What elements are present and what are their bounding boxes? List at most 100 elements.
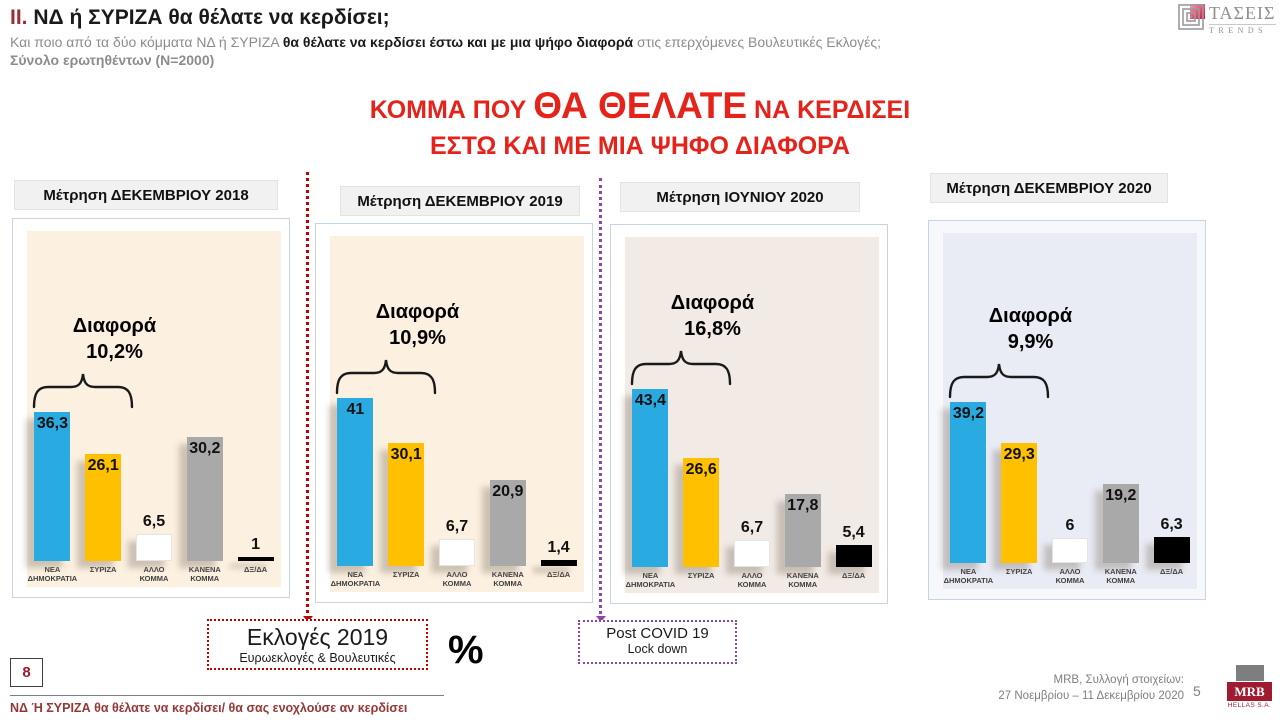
bar-value-label: 6,3: [1160, 516, 1183, 534]
bar-zone: 1: [230, 376, 281, 561]
bar: [489, 480, 526, 566]
footer-note: ΝΔ Ή ΣΥΡΙΖΑ θα θέλατε να κερδίσει/ θα σα…: [10, 701, 408, 715]
main-title-emphasis: ΘΑ ΘΕΛΑΤΕ: [533, 85, 748, 126]
bar-column: 36,3 ΝΕΑ ΔΗΜΟΚΡΑΤΙΑ: [27, 376, 78, 587]
bar-value-label: 17,8: [787, 497, 819, 515]
bar-value-label: 6: [1065, 517, 1075, 535]
source-line1: MRB, Συλλογή στοιχείων:: [1053, 674, 1184, 686]
bar-category-label: ΔΞ/ΔΑ: [1160, 567, 1184, 576]
panel-header: Μέτρηση ΙΟΥΝΙΟΥ 2020: [620, 182, 860, 212]
bar-value-label: 6,5: [142, 513, 166, 531]
bar-zone: 20,9: [482, 381, 533, 566]
bar-category-label: ΝΕΑ ΔΗΜΟΚΡΑΤΙΑ: [330, 570, 381, 588]
brace-icon: [32, 374, 134, 409]
bar-zone: 6,3: [1146, 378, 1197, 563]
brand-name: ΤΑΣΕΙΣ: [1209, 3, 1276, 23]
question-subtitle: Και ποιο από τα δύο κόμματα ΝΔ ή ΣΥΡΙΖΑ …: [10, 34, 910, 50]
bar-column: 6 ΑΛΛΟ ΚΟΜΜΑ: [1045, 378, 1096, 589]
bar-category-label: ΝΕΑ ΔΗΜΟΚΡΑΤΙΑ: [27, 565, 78, 583]
percent-symbol: %: [448, 628, 484, 672]
covid-line2: Lock down: [627, 642, 688, 656]
elections-subtitle: Ευρωεκλογές & Βουλευτικές: [239, 651, 396, 665]
bar: [388, 442, 425, 566]
timeline-divider-red: [306, 172, 309, 619]
bar-column: 6,3 ΔΞ/ΔΑ: [1146, 378, 1197, 589]
page-title-text: ΝΔ ή ΣΥΡΙΖΑ θα θέλατε να κερδίσει;: [27, 6, 390, 29]
bar-zone: 26,6: [676, 382, 727, 567]
bar-value-label: 1,4: [547, 539, 570, 557]
chart-frame: Διαφορά 10,9% 41 ΝΕΑ ΔΗΜΟΚΡΑΤΙΑ 30,1 ΣΥΡΙΖΑ…: [315, 223, 593, 603]
bar-zone: 36,3: [27, 376, 78, 561]
bar-zone: 41: [330, 381, 381, 566]
bar-category-label: ΑΛΛΟ ΚΟΜΜΑ: [737, 571, 767, 589]
panel-header: Μέτρηση ΔΕΚΕΜΒΡΙΟΥ 2019: [340, 186, 580, 216]
bar: [835, 544, 872, 567]
panel-header: Μέτρηση ΔΕΚΕΜΒΡΙΟΥ 2020: [930, 173, 1168, 203]
bar-value-label: 39,2: [952, 405, 984, 423]
chart-main-title: ΚΟΜΜΑ ΠΟΥ ΘΑ ΘΕΛΑΤΕ ΝΑ ΚΕΡΔΙΣΕΙ ΕΣΤΩ ΚΑΙ…: [320, 86, 960, 161]
bar-zone: 30,2: [179, 376, 230, 561]
diff-label-text: Διαφορά: [72, 315, 157, 338]
source-line2: 27 Νοεμβρίου – 11 Δεκεμβρίου 2020: [998, 690, 1184, 702]
diff-label: Διαφορά 10,2%: [27, 313, 202, 365]
mrb-logo: MRB HELLAS S.A.: [1227, 665, 1272, 709]
bar-zone: 39,2: [943, 378, 994, 563]
subtitle-pre: Και ποιο από τα δύο κόμματα ΝΔ ή ΣΥΡΙΖΑ: [10, 34, 283, 50]
bar-value-label: 26,1: [87, 456, 119, 474]
bar-zone: 30,1: [381, 381, 432, 566]
diff-label-text: Διαφορά: [375, 300, 460, 323]
bar-column: 41 ΝΕΑ ΔΗΜΟΚΡΑΤΙΑ: [330, 381, 381, 592]
bar: [1051, 538, 1088, 563]
bar-value-label: 30,1: [390, 445, 422, 463]
subtitle-post: στις επερχόμενες Βουλευτικές Εκλογές;: [633, 34, 882, 50]
brace-icon: [335, 359, 437, 395]
brace-icon: [948, 364, 1050, 399]
diff-label-text: Διαφορά: [988, 305, 1073, 328]
bar: [733, 539, 770, 567]
bars-row: 36,3 ΝΕΑ ΔΗΜΟΚΡΑΤΙΑ 26,1 ΣΥΡΙΖΑ 6,5 ΑΛΛΟ ΚΟΜΜ…: [27, 376, 281, 587]
chart-area: Διαφορά 10,2% 36,3 ΝΕΑ ΔΗΜΟΚΡΑΤΙΑ 26,1 ΣΥΡΙ…: [27, 231, 281, 587]
bar-zone: 6,7: [432, 381, 483, 566]
bar-category-label: ΣΥΡΙΖΑ: [687, 571, 715, 580]
diff-label-value: 9,9%: [1007, 331, 1054, 354]
bar-category-label: ΔΞ/ΔΑ: [244, 565, 268, 574]
bar-category-label: ΣΥΡΙΖΑ: [1005, 567, 1033, 576]
page-title: II. ΝΔ ή ΣΥΡΙΖΑ θα θέλατε να κερδίσει;: [10, 6, 910, 30]
bar: [135, 534, 172, 561]
bar: [337, 397, 374, 566]
survey-panel: Μέτρηση ΔΕΚΕΜΒΡΙΟΥ 2019 Διαφορά 10,9% 41…: [315, 186, 593, 603]
survey-panel: Μέτρηση ΔΕΚΕΜΒΡΙΟΥ 2018 Διαφορά 10,2% 36…: [12, 180, 290, 598]
bar: [784, 494, 821, 567]
diff-label-text: Διαφορά: [670, 292, 755, 315]
subtitle-bold: θα θέλατε να κερδίσει έστω και με μια ψή…: [282, 34, 634, 50]
covid-line1: Post COVID 19: [606, 625, 709, 642]
bar-column: 30,1 ΣΥΡΙΖΑ: [381, 381, 432, 592]
bar-column: 6,7 ΑΛΛΟ ΚΟΜΜΑ: [727, 382, 778, 593]
diff-label-value: 10,2%: [86, 341, 143, 364]
timeline-arrow-purple: [596, 616, 606, 622]
mrb-logo-sub: HELLAS S.A.: [1227, 702, 1272, 709]
brand-subname: TRENDS: [1209, 24, 1276, 35]
bars-row: 43,4 ΝΕΑ ΔΗΜΟΚΡΑΤΙΑ 26,6 ΣΥΡΙΖΑ 6,7 ΑΛΛΟ ΚΟΜΜ…: [625, 382, 879, 593]
bar-zone: 6: [1045, 378, 1096, 563]
bar-category-label: ΚΑΝΕΝΑ ΚΟΜΜΑ: [491, 570, 524, 588]
bar-value-label: 43,4: [634, 392, 666, 410]
main-title-pre: ΚΟΜΜΑ ΠΟΥ: [369, 96, 534, 124]
bar-column: 30,2 ΚΑΝΕΝΑ ΚΟΜΜΑ: [179, 376, 230, 587]
bar-category-label: ΔΞ/ΔΑ: [842, 571, 866, 580]
elections-title: Εκλογές 2019: [246, 624, 389, 650]
bar-zone: 17,8: [777, 382, 828, 567]
bar-column: 6,5 ΑΛΛΟ ΚΟΜΜΑ: [129, 376, 180, 587]
covid-callout: Post COVID 19 Lock down: [578, 620, 737, 664]
panel-header-label: Μέτρηση ΔΕΚΕΜΒΡΙΟΥ 2019: [357, 192, 563, 210]
bar-zone: 43,4: [625, 382, 676, 567]
footer-divider: [10, 695, 444, 696]
bar-value-label: 1: [251, 535, 261, 553]
bar-category-label: ΣΥΡΙΖΑ: [89, 565, 117, 574]
bar-column: 29,3 ΣΥΡΙΖΑ: [994, 378, 1045, 589]
bar: [237, 556, 274, 561]
chart-area: Διαφορά 16,8% 43,4 ΝΕΑ ΔΗΜΟΚΡΑΤΙΑ 26,6 ΣΥΡΙ…: [625, 237, 879, 593]
bar-zone: 29,3: [994, 378, 1045, 563]
bar: [540, 560, 577, 566]
bars-row: 39,2 ΝΕΑ ΔΗΜΟΚΡΑΤΙΑ 29,3 ΣΥΡΙΖΑ 6 ΑΛΛΟ ΚΟΜΜΑ 1…: [943, 378, 1197, 589]
